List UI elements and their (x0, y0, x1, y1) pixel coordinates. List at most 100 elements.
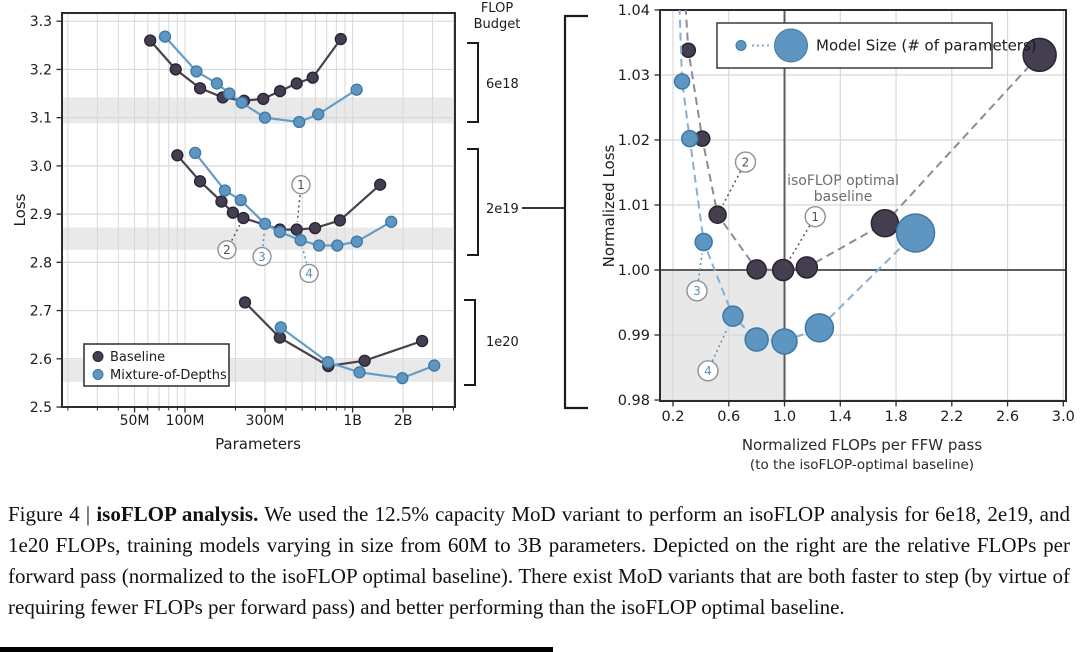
annotation-number: 1 (811, 210, 819, 224)
data-point (350, 83, 363, 96)
left-legend: Baseline Mixture-of-Depths (83, 343, 230, 387)
caption-label: Figure 4 (8, 502, 80, 526)
left-xlabel: Parameters (215, 435, 301, 453)
annotation-number: 2 (742, 155, 750, 169)
left-x-tick: 300M (246, 413, 285, 429)
data-point (294, 234, 307, 247)
left-y-tick: 3.2 (30, 62, 52, 78)
isoflop-optimal-baseline-label: isoFLOP optimal (787, 173, 899, 189)
left-y-tick: 3.1 (30, 111, 52, 127)
right-y-tick: 0.99 (618, 328, 650, 344)
caption-title: isoFLOP analysis. (96, 502, 259, 526)
data-point (333, 214, 347, 227)
data-point (415, 334, 429, 348)
annotation-3: 3 (686, 253, 708, 302)
annotation-4: 4 (697, 327, 729, 382)
annotation-3: 3 (252, 231, 272, 267)
series-mixture_of_depths-2e19 (189, 146, 398, 252)
data-point (215, 195, 228, 208)
data-point (158, 30, 172, 43)
series-mixture_of_depths-6e18 (158, 30, 363, 129)
data-point (312, 239, 326, 252)
data-point (673, 73, 691, 90)
data-point (306, 71, 319, 84)
mod-legend-marker (92, 369, 104, 380)
annotation-2: 2 (217, 224, 241, 260)
data-point (273, 225, 286, 239)
data-point (680, 42, 697, 59)
flop-budget-header: Budget (474, 17, 521, 32)
caption-body: We used the 12.5% capacity MoD variant t… (8, 502, 1070, 619)
budget-label-1e20: 1e20 (486, 335, 519, 350)
right-x-tick: 0.2 (661, 409, 684, 425)
data-point (358, 354, 371, 367)
right-xlabel-line2: (to the isoFLOP-optimal baseline) (750, 457, 974, 473)
right-legend-label: Model Size (# of parameters) (816, 37, 1037, 55)
data-point (293, 115, 306, 129)
right-x-tick: 0.6 (717, 409, 740, 425)
data-point (144, 34, 157, 47)
annotation-number: 3 (258, 250, 266, 264)
data-point (1022, 37, 1057, 73)
data-point (331, 239, 344, 252)
right-ylabel: Normalized Loss (600, 144, 618, 267)
legend-label-baseline: Baseline (110, 350, 165, 365)
caption-separator: | (79, 502, 97, 526)
annotation-1: 1 (291, 174, 311, 222)
budget-label-2e19: 2e19 (486, 202, 519, 217)
series-mixture_of_depths-1e20 (274, 321, 441, 385)
data-point (235, 96, 248, 109)
annotation-number: 4 (704, 364, 712, 378)
data-point (722, 305, 744, 327)
data-point (273, 84, 287, 98)
data-point (169, 63, 182, 76)
annotation-number: 3 (693, 284, 701, 298)
right-x-tick: 1.0 (773, 409, 796, 425)
data-point (804, 313, 835, 343)
data-point (744, 327, 769, 352)
right-y-tick: 1.04 (618, 3, 650, 19)
data-point (870, 208, 900, 238)
left-y-tick: 3.3 (30, 14, 52, 30)
right-x-tick: 3.0 (1052, 409, 1075, 425)
data-point (257, 92, 270, 105)
left-y-tick: 2.7 (30, 304, 52, 320)
right-x-tick: 1.4 (829, 409, 852, 425)
data-point (385, 215, 398, 228)
data-point (273, 331, 286, 344)
annotation-2: 2 (722, 151, 757, 205)
budget-label-6e18: 6e18 (486, 77, 519, 92)
legend-label-mod: Mixture-of-Depths (110, 368, 227, 383)
data-point (234, 193, 247, 207)
right-y-tick: 1.00 (618, 263, 650, 279)
small-model-marker (735, 40, 747, 51)
data-point (321, 356, 335, 369)
left-y-tick: 2.8 (30, 255, 52, 271)
data-point (771, 258, 795, 282)
left-x-tick: 1B (343, 413, 362, 429)
data-point (171, 149, 184, 162)
data-point (708, 205, 727, 224)
data-point (312, 108, 325, 121)
left-y-tick: 2.9 (30, 207, 52, 223)
right-y-tick: 1.02 (618, 133, 650, 149)
right-x-tick: 2.6 (996, 409, 1019, 425)
isoflop-optimal-baseline-label: baseline (814, 189, 873, 205)
data-point (274, 321, 287, 334)
data-point (258, 217, 272, 230)
flop-budget-header: FLOP (481, 1, 513, 16)
data-point (290, 77, 303, 90)
annotation-1: 1 (789, 205, 826, 259)
data-point (223, 87, 236, 100)
right-y-tick: 1.01 (618, 198, 650, 214)
data-point (373, 178, 387, 191)
data-point (308, 221, 322, 235)
right-x-tick: 1.8 (885, 409, 908, 425)
right-y-tick: 0.98 (618, 393, 650, 409)
left-ylabel: Loss (11, 193, 29, 226)
data-point (396, 371, 409, 385)
